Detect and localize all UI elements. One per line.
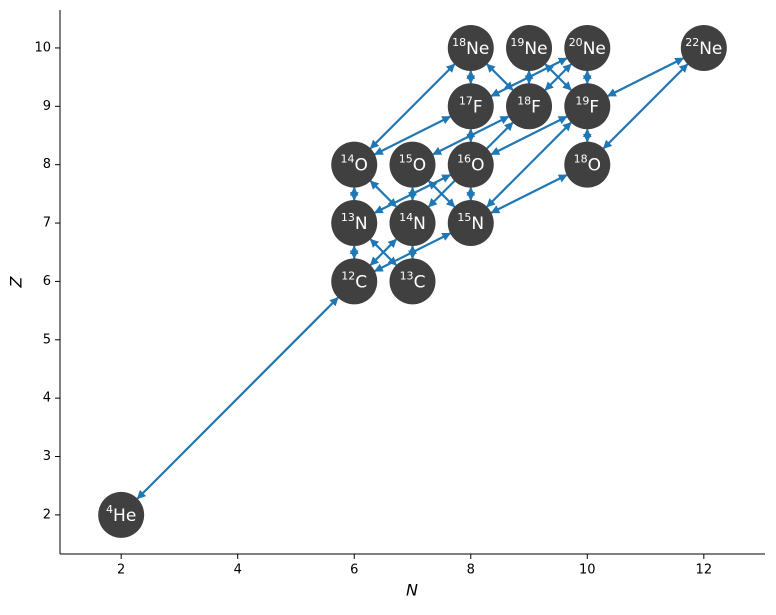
mass-number: 22: [685, 36, 699, 49]
y-tick-label: 3: [43, 449, 51, 464]
x-axis-label: N: [406, 581, 418, 600]
element-symbol: C: [414, 272, 426, 292]
element-symbol: Ne: [699, 39, 722, 59]
element-symbol: F: [531, 97, 541, 117]
nucleus: [447, 83, 494, 130]
nucleus: [506, 24, 553, 71]
nucleus-label: 15N: [457, 211, 484, 234]
element-symbol: C: [355, 272, 367, 292]
nucleus: [389, 141, 436, 188]
nucleus: [447, 200, 494, 247]
nucleus-label: 20Ne: [569, 36, 606, 59]
reaction-link: [136, 296, 339, 500]
y-tick-label: 6: [43, 274, 51, 289]
element-symbol: Ne: [524, 39, 547, 59]
reaction-link: [369, 238, 398, 266]
element-symbol: N: [355, 214, 368, 234]
mass-number: 19: [510, 36, 524, 49]
mass-number: 16: [457, 153, 471, 166]
nucleus-label: 15O: [399, 153, 426, 176]
nucleus-label: 14O: [341, 153, 368, 176]
element-symbol: O: [588, 156, 601, 176]
nucleus-label: 14N: [399, 211, 426, 234]
nucleus: [389, 200, 436, 247]
y-tick-label: 2: [43, 507, 51, 522]
element-symbol: O: [413, 156, 426, 176]
mass-number: 14: [399, 211, 413, 224]
y-axis-label: Z: [7, 275, 26, 288]
nucleus-label: 4He: [106, 503, 136, 526]
nucleus: [564, 83, 611, 130]
nucleus-label: 17F: [459, 94, 483, 117]
nucleus-label: 13N: [341, 211, 368, 234]
mass-number: 13: [341, 211, 355, 224]
mass-number: 13: [400, 269, 414, 282]
links: [136, 57, 689, 500]
element-symbol: Ne: [583, 39, 606, 59]
nucleus: [564, 141, 611, 188]
nucleus: [331, 141, 378, 188]
reaction-link: [486, 63, 514, 91]
y-tick-label: 10: [34, 40, 51, 55]
element-symbol: N: [471, 214, 484, 234]
nucleus: [564, 24, 611, 71]
x-tick-label: 12: [696, 563, 713, 578]
y-tick-label: 7: [43, 216, 51, 231]
mass-number: 12: [341, 269, 355, 282]
nucleus-label: 16O: [457, 153, 484, 176]
element-symbol: O: [471, 156, 484, 176]
element-symbol: N: [413, 214, 426, 234]
mass-number: 14: [341, 153, 355, 166]
nucleus-label: 22Ne: [685, 36, 722, 59]
nucleus-label: 18O: [574, 153, 601, 176]
reaction-link: [544, 63, 572, 91]
nucleus-label: 19Ne: [510, 36, 547, 59]
mass-number: 19: [575, 94, 589, 107]
x-tick-label: 8: [467, 563, 475, 578]
x-tick-label: 2: [117, 563, 125, 578]
nucleus: [447, 24, 494, 71]
x-tick-label: 4: [234, 563, 242, 578]
nucleus: [680, 24, 727, 71]
x-tick-label: 10: [579, 563, 596, 578]
y-tick-label: 4: [43, 391, 51, 406]
reaction-link: [607, 57, 685, 97]
y-tick-label: 9: [43, 99, 51, 114]
mass-number: 20: [569, 36, 583, 49]
y-tick-label: 5: [43, 332, 51, 347]
y-tick-label: 8: [43, 157, 51, 172]
element-symbol: F: [473, 97, 483, 117]
nucleus: [331, 258, 378, 305]
nucleus-label: 12C: [341, 269, 367, 292]
nucleus-label: 13C: [400, 269, 426, 292]
nucleus-label: 19F: [575, 94, 599, 117]
nucleus: [506, 83, 553, 130]
nucleus: [447, 141, 494, 188]
x-tick-label: 6: [350, 563, 358, 578]
mass-number: 17: [459, 94, 473, 107]
nucleus-label: 18F: [517, 94, 541, 117]
element-symbol: O: [355, 156, 368, 176]
nucleus: [98, 491, 145, 538]
mass-number: 4: [106, 503, 113, 516]
nucleus: [331, 200, 378, 247]
element-symbol: Ne: [466, 39, 489, 59]
reaction-link: [490, 173, 568, 214]
nucleus-label: 18Ne: [452, 36, 489, 59]
mass-number: 15: [399, 153, 413, 166]
nucleus: [389, 258, 436, 305]
mass-number: 18: [452, 36, 466, 49]
mass-number: 18: [574, 153, 588, 166]
element-symbol: He: [113, 506, 136, 526]
element-symbol: F: [589, 97, 599, 117]
reaction-link: [369, 63, 456, 150]
mass-number: 15: [457, 211, 471, 224]
mass-number: 18: [517, 94, 531, 107]
